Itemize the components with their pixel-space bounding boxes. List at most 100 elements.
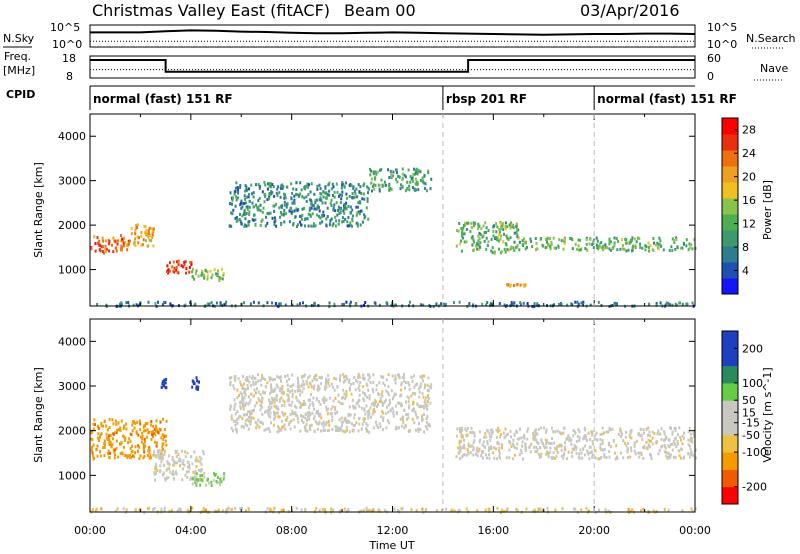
data-cell	[657, 247, 660, 251]
data-cell	[621, 244, 624, 247]
data-cell	[183, 463, 186, 467]
data-cell	[543, 426, 545, 430]
data-cell	[366, 197, 369, 201]
data-cell	[282, 390, 285, 394]
data-cell	[398, 376, 401, 380]
data-cell	[286, 393, 289, 397]
data-cell	[414, 171, 417, 175]
data-cell	[435, 509, 438, 512]
data-cell	[652, 509, 655, 512]
data-cell	[566, 303, 569, 307]
data-cell	[200, 457, 203, 461]
data-cell	[539, 446, 542, 450]
data-cell	[209, 269, 212, 273]
data-cell	[423, 406, 425, 410]
data-cell	[267, 409, 270, 413]
data-cell	[262, 206, 265, 210]
data-cell	[105, 436, 108, 440]
data-cell	[570, 442, 573, 446]
data-cell	[163, 301, 166, 305]
data-cell	[299, 406, 302, 409]
data-cell	[676, 245, 679, 249]
data-cell	[220, 276, 223, 280]
data-cell	[302, 206, 305, 210]
y-tick-label: 3000	[58, 175, 86, 188]
data-cell	[571, 303, 574, 307]
colorbar-tick-label: -15	[742, 417, 760, 430]
data-cell	[490, 428, 493, 432]
data-cell	[150, 437, 153, 441]
data-cell	[267, 412, 270, 416]
data-cell	[108, 426, 111, 429]
data-cell	[473, 439, 476, 443]
data-cell	[281, 425, 284, 429]
data-cell	[160, 460, 163, 464]
data-cell	[341, 190, 344, 194]
data-cell	[333, 190, 336, 194]
data-cell	[519, 301, 522, 305]
data-cell	[413, 421, 416, 425]
data-cell	[318, 414, 321, 418]
data-cell	[162, 473, 164, 477]
data-cell	[247, 195, 250, 199]
data-cell	[319, 216, 322, 220]
data-cell	[270, 421, 272, 425]
data-cell	[195, 481, 198, 485]
data-cell	[191, 477, 194, 481]
data-cell	[502, 431, 505, 435]
data-cell	[664, 446, 667, 450]
data-cell	[325, 423, 328, 427]
data-cell	[203, 273, 205, 277]
data-cell	[258, 425, 261, 429]
data-cell	[219, 483, 221, 487]
data-cell	[293, 425, 296, 429]
data-cell	[556, 444, 559, 448]
data-cell	[338, 377, 341, 380]
data-cell	[369, 381, 372, 384]
data-cell	[463, 446, 466, 450]
data-cell	[229, 380, 232, 384]
data-cell	[206, 302, 209, 306]
cpid-panel: normal (fast) 151 RF rbsp 201 RF normal (f…	[89, 85, 737, 110]
data-cell	[313, 376, 316, 379]
data-cell	[285, 379, 288, 383]
data-cell	[143, 231, 146, 235]
data-cell	[483, 435, 485, 439]
data-cell	[275, 191, 278, 195]
data-cell	[625, 444, 628, 448]
data-cell	[663, 507, 666, 511]
data-cell	[556, 429, 559, 433]
data-cell	[631, 246, 634, 250]
freq-unit-label: [MHz]	[3, 64, 35, 77]
data-cell	[286, 374, 289, 378]
data-cell	[177, 453, 180, 457]
data-cell	[382, 416, 385, 420]
data-cell	[359, 209, 362, 213]
data-cell	[281, 186, 284, 190]
velocity-heatmap	[90, 372, 697, 515]
data-cell	[243, 301, 245, 305]
data-cell	[374, 400, 377, 404]
data-cell	[318, 420, 321, 424]
power-ylabel: Slant Range [km]	[32, 162, 45, 258]
data-cell	[498, 232, 501, 236]
data-cell	[148, 232, 151, 236]
data-cell	[378, 303, 381, 307]
data-cell	[92, 457, 95, 461]
data-cell	[478, 225, 481, 228]
data-cell	[343, 302, 345, 306]
data-cell	[545, 445, 548, 449]
data-cell	[387, 373, 390, 377]
data-cell	[329, 412, 332, 416]
data-cell	[282, 392, 285, 396]
data-cell	[181, 449, 184, 453]
data-cell	[91, 508, 94, 512]
data-cell	[275, 224, 278, 228]
data-cell	[323, 422, 326, 426]
data-cell	[376, 170, 379, 174]
data-cell	[371, 189, 373, 193]
data-cell	[349, 211, 352, 215]
data-cell	[168, 467, 171, 471]
data-cell	[263, 428, 266, 432]
data-cell	[426, 407, 429, 411]
